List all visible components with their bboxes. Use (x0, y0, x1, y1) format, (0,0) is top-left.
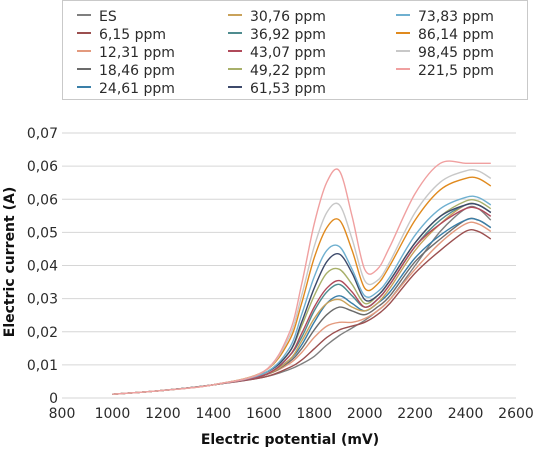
legend-item: 98,45 ppm (396, 45, 494, 61)
legend-label: 43,07 ppm (250, 45, 326, 61)
gridlines (62, 132, 516, 399)
y-tick-label: 0,07 (27, 126, 58, 142)
legend-swatch (396, 50, 410, 52)
legend-swatch (228, 68, 242, 70)
legend-item: 43,07 ppm (228, 45, 326, 61)
legend-item: 86,14 ppm (396, 27, 494, 43)
x-tick-label: 2600 (498, 406, 533, 422)
legend-item: 6,15 ppm (77, 27, 166, 43)
series-line (112, 217, 492, 395)
legend-item: 36,92 ppm (228, 27, 326, 43)
legend-item: 18,46 ppm (77, 63, 175, 79)
y-tick-label: 0,05 (27, 225, 58, 241)
series-line (112, 229, 492, 395)
legend-label: 49,22 ppm (250, 63, 326, 79)
legend-label: 98,45 ppm (418, 45, 494, 61)
legend-swatch (228, 32, 242, 34)
x-tick-label: 2200 (397, 406, 433, 422)
legend-label: ES (99, 9, 117, 25)
legend-label: 24,61 ppm (99, 81, 175, 97)
legend-item: 12,31 ppm (77, 45, 175, 61)
legend-label: 221,5 ppm (418, 63, 494, 79)
legend-label: 73,83 ppm (418, 9, 494, 25)
legend-label: 12,31 ppm (99, 45, 175, 61)
legend-label: 18,46 ppm (99, 63, 175, 79)
x-axis-ticks: 800 1000 1200 1400 1600 1800 2000 2200 2400 2600 (49, 406, 533, 422)
y-tick-label: 0,04 (27, 259, 58, 275)
legend-label: 6,15 ppm (99, 27, 167, 43)
legend-swatch (228, 14, 242, 16)
legend-item: ES (77, 9, 117, 25)
series-line (112, 221, 492, 395)
y-tick-label: 0,06 (27, 159, 58, 175)
y-tick-label: 0,01 (27, 358, 58, 374)
y-tick-label: 0,06 (27, 192, 58, 208)
x-tick-label: 2400 (448, 406, 484, 422)
series-line (112, 160, 491, 395)
series-line (112, 205, 492, 395)
x-tick-label: 800 (49, 406, 76, 422)
y-tick-label: 0,02 (27, 325, 58, 341)
legend-item: 61,53 ppm (228, 81, 326, 97)
x-tick-label: 1800 (296, 406, 332, 422)
legend-item: 24,61 ppm (77, 81, 175, 97)
legend-label: 61,53 ppm (250, 81, 326, 97)
series-line (112, 206, 492, 395)
series-lines (112, 160, 492, 395)
legend-swatch (77, 14, 91, 16)
legend-item: 49,22 ppm (228, 63, 326, 79)
x-tick-label: 1200 (145, 406, 181, 422)
chart-legend: ES 6,15 ppm 12,31 ppm 18,46 ppm 24,61 ppm 30,… (62, 0, 528, 100)
legend-item: 73,83 ppm (396, 9, 494, 25)
legend-swatch (396, 68, 410, 70)
legend-item: 30,76 ppm (228, 9, 326, 25)
legend-swatch (77, 32, 91, 34)
legend-swatch (77, 68, 91, 70)
legend-label: 30,76 ppm (250, 9, 326, 25)
x-tick-label: 1000 (95, 406, 131, 422)
y-tick-label: 0 (49, 391, 58, 407)
y-tick-label: 0,03 (27, 292, 58, 308)
x-axis-label: Electric potential (mV) (201, 432, 379, 448)
legend-swatch (228, 50, 242, 52)
legend-swatch (396, 32, 410, 34)
y-axis-ticks: 0 0,01 0,02 0,03 0,04 0,05 0,06 0,06 0,07 (27, 126, 58, 407)
legend-item: 221,5 ppm (396, 63, 494, 79)
series-line (112, 195, 492, 395)
x-tick-label: 1600 (246, 406, 282, 422)
y-axis-label: Electric current (A) (2, 187, 18, 337)
legend-swatch (77, 50, 91, 52)
legend-label: 86,14 ppm (418, 27, 494, 43)
legend-swatch (228, 86, 242, 88)
x-tick-label: 2000 (347, 406, 383, 422)
legend-label: 36,92 ppm (250, 27, 326, 43)
legend-swatch (396, 14, 410, 16)
legend-swatch (77, 86, 91, 88)
x-tick-label: 1400 (196, 406, 232, 422)
